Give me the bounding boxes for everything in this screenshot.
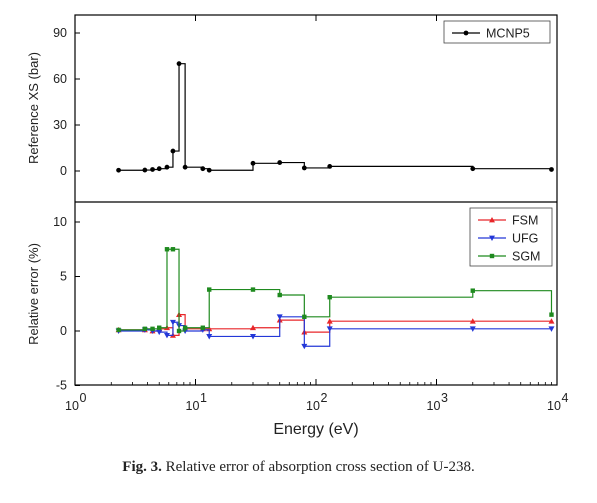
data-point-mcnp5 <box>116 167 121 173</box>
x-tick-exponent: 4 <box>562 391 569 405</box>
x-tick-label: 10 <box>547 399 561 413</box>
caption-label: Fig. 3. <box>122 459 162 475</box>
figure-caption: Fig. 3. Relative error of absorption cro… <box>0 459 597 476</box>
data-point-mcnp5 <box>170 148 176 154</box>
data-point-ufg <box>169 319 176 326</box>
x-tick-label: 10 <box>186 399 200 413</box>
x-tick-label: 10 <box>65 399 79 413</box>
data-point-fsm <box>548 318 555 324</box>
relative-error-panel: -5 0 5 10 FSM UFG SGM <box>53 207 555 393</box>
top-y-tick-label: 0 <box>60 164 67 178</box>
top-y-axis-label: Reference XS (bar) <box>26 52 41 164</box>
legend-marker-mcnp5 <box>463 30 469 36</box>
data-point-fsm <box>326 318 333 324</box>
data-point-mcnp5 <box>200 166 206 172</box>
series-line-mcnp5 <box>118 63 553 171</box>
data-point-sgm <box>302 314 307 320</box>
data-point-sgm <box>470 288 475 293</box>
data-point-ufg <box>326 326 333 332</box>
data-point-sgm <box>200 325 206 330</box>
data-point-mcnp5 <box>182 164 188 170</box>
data-point-sgm <box>327 295 332 300</box>
data-point-sgm <box>549 312 554 317</box>
legend-label-mcnp5: MCNP5 <box>486 27 530 41</box>
data-point-sgm <box>164 247 170 252</box>
data-point-ufg <box>156 329 163 336</box>
data-point-ufg <box>548 326 555 332</box>
legend-marker-sgm <box>489 253 495 259</box>
x-tick-label: 10 <box>427 399 441 413</box>
top-y-tick-label: 60 <box>53 72 67 86</box>
legend-marker-fsm <box>489 217 495 223</box>
bottom-y-tick-label: 0 <box>60 324 67 338</box>
data-point-fsm <box>249 324 256 331</box>
data-point-sgm <box>182 325 188 330</box>
data-point-mcnp5 <box>142 167 148 173</box>
bottom-y-tick-label: 5 <box>60 270 67 284</box>
legend-label-ufg: UFG <box>512 232 538 246</box>
data-point-sgm <box>142 326 148 332</box>
data-point-mcnp5 <box>277 160 283 165</box>
data-point-ufg <box>249 334 256 340</box>
top-y-tick-label: 90 <box>53 26 67 40</box>
bottom-y-tick-label: 10 <box>53 215 67 229</box>
reference-xs-panel: 0 30 60 90 MCNP5 <box>53 20 554 178</box>
x-tick-exponent: 3 <box>441 391 448 405</box>
data-point-sgm <box>170 247 176 252</box>
data-point-mcnp5 <box>156 166 162 172</box>
data-point-mcnp5 <box>150 167 155 172</box>
data-point-mcnp5 <box>250 160 256 166</box>
data-point-ufg <box>469 326 476 332</box>
data-point-sgm <box>116 327 121 333</box>
data-point-sgm <box>150 326 155 332</box>
legend-marker-ufg <box>489 235 495 241</box>
x-axis-label: Energy (eV) <box>273 421 358 438</box>
data-point-sgm <box>277 292 282 298</box>
data-point-mcnp5 <box>327 164 333 169</box>
legend-label-fsm: FSM <box>512 214 538 228</box>
data-point-mcnp5 <box>164 164 170 170</box>
data-point-sgm <box>207 287 212 292</box>
x-tick-exponent: 0 <box>80 391 87 405</box>
bottom-y-axis-label: Relative error (%) <box>26 243 41 345</box>
data-point-mcnp5 <box>549 167 554 172</box>
bottom-y-tick-label: -5 <box>56 379 67 393</box>
data-point-ufg <box>206 334 213 340</box>
legend-label-sgm: SGM <box>512 250 540 264</box>
top-legend-box <box>443 20 551 44</box>
data-point-mcnp5 <box>301 165 307 171</box>
x-tick-exponent: 1 <box>200 391 207 405</box>
data-point-ufg <box>301 343 308 350</box>
data-point-sgm <box>250 287 256 292</box>
data-point-ufg <box>163 332 170 339</box>
caption-text: Relative error of absorption cross secti… <box>165 459 475 475</box>
data-point-sgm <box>176 328 182 334</box>
x-tick-label: 10 <box>306 399 320 413</box>
data-point-ufg <box>276 314 283 320</box>
top-y-tick-label: 30 <box>53 118 67 132</box>
data-point-mcnp5 <box>206 167 212 173</box>
data-point-mcnp5 <box>470 166 476 172</box>
x-tick-exponent: 2 <box>321 391 328 405</box>
data-point-sgm <box>157 325 162 330</box>
data-point-fsm <box>469 318 476 324</box>
data-point-mcnp5 <box>176 61 182 67</box>
